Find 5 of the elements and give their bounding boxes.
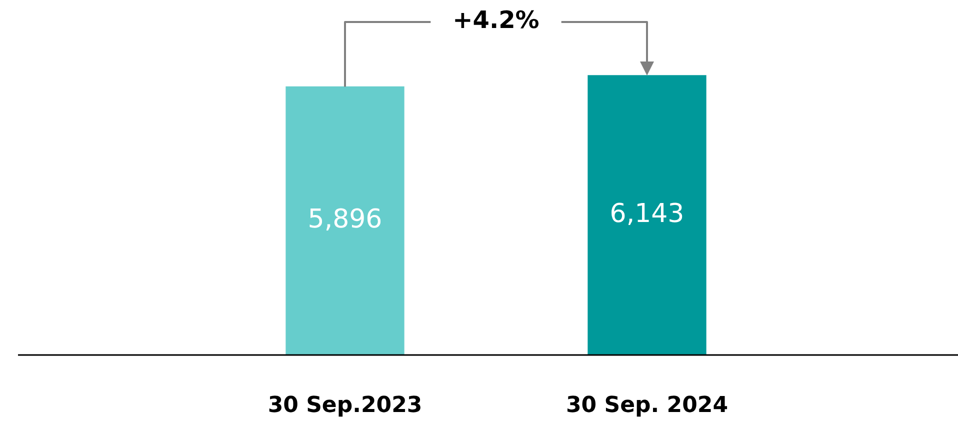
text: +4.2%	[452, 6, 540, 34]
x-tick-label: 30 Sep.2023	[268, 392, 422, 418]
x-tick-label: 30 Sep. 2024	[566, 392, 728, 418]
data-label: 6,143	[610, 198, 684, 229]
data-label: 5,896	[308, 204, 382, 235]
